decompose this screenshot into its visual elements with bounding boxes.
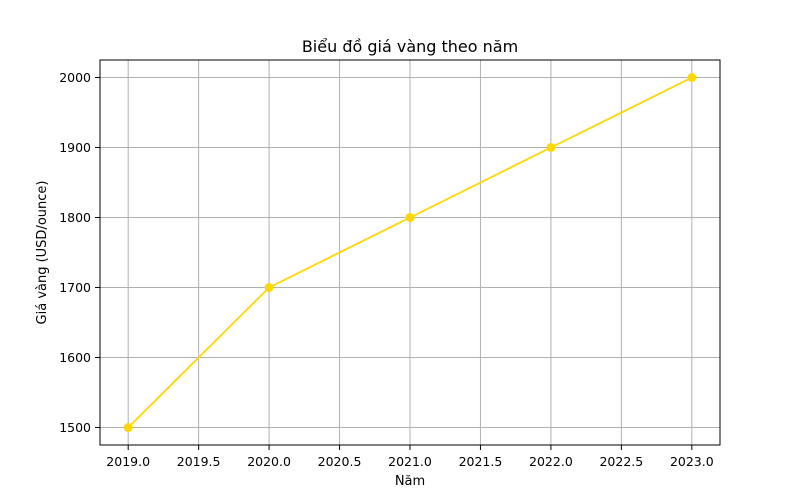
y-axis-label: Giá vàng (USD/ounce) (35, 181, 50, 325)
chart-title: Biểu đồ giá vàng theo năm (302, 37, 518, 56)
x-tick-label: 2019.0 (106, 454, 150, 469)
x-tick-label: 2019.5 (177, 454, 221, 469)
y-tick-label: 1900 (59, 140, 91, 155)
x-tick-label: 2021.0 (388, 454, 432, 469)
data-point (546, 143, 556, 152)
x-axis-label: Năm (395, 474, 425, 489)
x-tick-label: 2021.5 (459, 454, 503, 469)
y-tick-label: 1600 (59, 350, 91, 365)
x-tick-label: 2023.0 (670, 454, 714, 469)
data-point (405, 213, 415, 222)
data-point (123, 423, 133, 432)
y-tick-label: 1800 (59, 210, 91, 225)
data-point (264, 283, 274, 292)
data-point (687, 73, 697, 82)
y-tick-label: 1500 (59, 420, 91, 435)
y-tick-label: 1700 (59, 280, 91, 295)
axis-ticks: 2019.0 2019.5 2020.0 2020.5 2021.0 2021.5 2022… (59, 70, 714, 469)
y-tick-label: 2000 (59, 70, 91, 85)
x-tick-label: 2020.0 (247, 454, 291, 469)
x-tick-label: 2022.0 (529, 454, 573, 469)
series-layer (123, 73, 697, 432)
x-tick-label: 2020.5 (318, 454, 362, 469)
x-tick-label: 2022.5 (599, 454, 643, 469)
